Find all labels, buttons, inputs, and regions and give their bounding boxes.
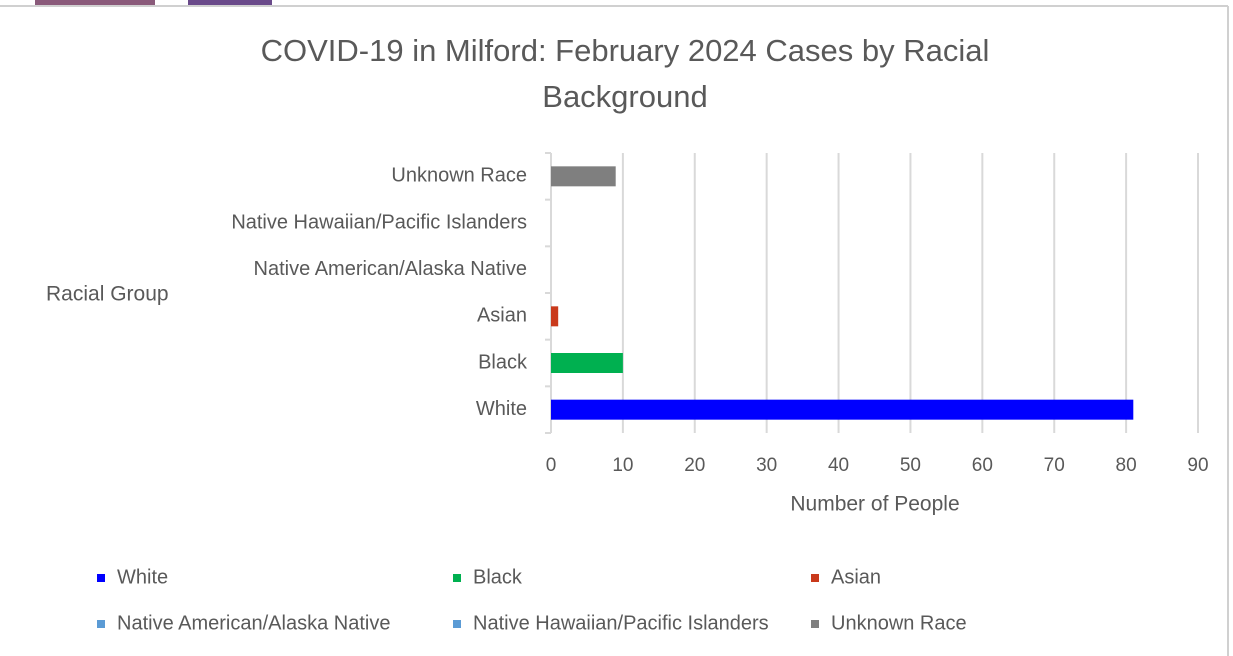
legend-label: White (117, 566, 168, 588)
title-box: COVID-19 in Milford: February 2024 Cases… (260, 33, 990, 114)
y-tick-label: Asian (477, 305, 527, 327)
legend-label: Native Hawaiian/Pacific Islanders (473, 612, 769, 634)
legend-swatch (811, 620, 819, 628)
bar (551, 399, 1134, 420)
legend-swatch (453, 620, 461, 628)
x-tick-label: 30 (756, 455, 777, 476)
x-tick-label: 0 (546, 455, 557, 476)
bar (551, 306, 559, 327)
x-tick-label: 10 (612, 455, 633, 476)
y-tick-label: Native Hawaiian/Pacific Islanders (231, 211, 527, 233)
x-tick-label: 60 (972, 455, 993, 476)
x-tick-label: 20 (684, 455, 705, 476)
y-axis-title: Racial Group (46, 283, 169, 306)
chart-title: COVID-19 in Milford: February 2024 Cases… (260, 33, 990, 114)
legend-label: Black (473, 566, 523, 588)
bar (551, 353, 623, 373)
x-axis-title: Number of People (790, 493, 959, 516)
legend-label: Unknown Race (831, 612, 967, 634)
x-tick-label: 80 (1116, 455, 1137, 476)
thumbnail-strip (188, 0, 272, 5)
thumbnail-strip (35, 0, 155, 5)
legend-swatch (97, 620, 105, 628)
y-tick-label: Black (478, 351, 528, 373)
legend-swatch (453, 574, 461, 582)
y-tick-label: White (476, 398, 527, 420)
x-tick-label: 70 (1044, 455, 1065, 476)
legend-swatch (97, 574, 105, 582)
legend-swatch (811, 574, 819, 582)
legend-label: Asian (831, 566, 881, 588)
x-tick-label: 50 (900, 455, 921, 476)
y-tick-label: Unknown Race (391, 165, 527, 187)
legend-label: Native American/Alaska Native (117, 612, 390, 634)
y-tick-label: Native American/Alaska Native (254, 258, 527, 280)
bar (551, 166, 616, 187)
x-tick-label: 90 (1187, 455, 1208, 476)
x-tick-label: 40 (828, 455, 849, 476)
